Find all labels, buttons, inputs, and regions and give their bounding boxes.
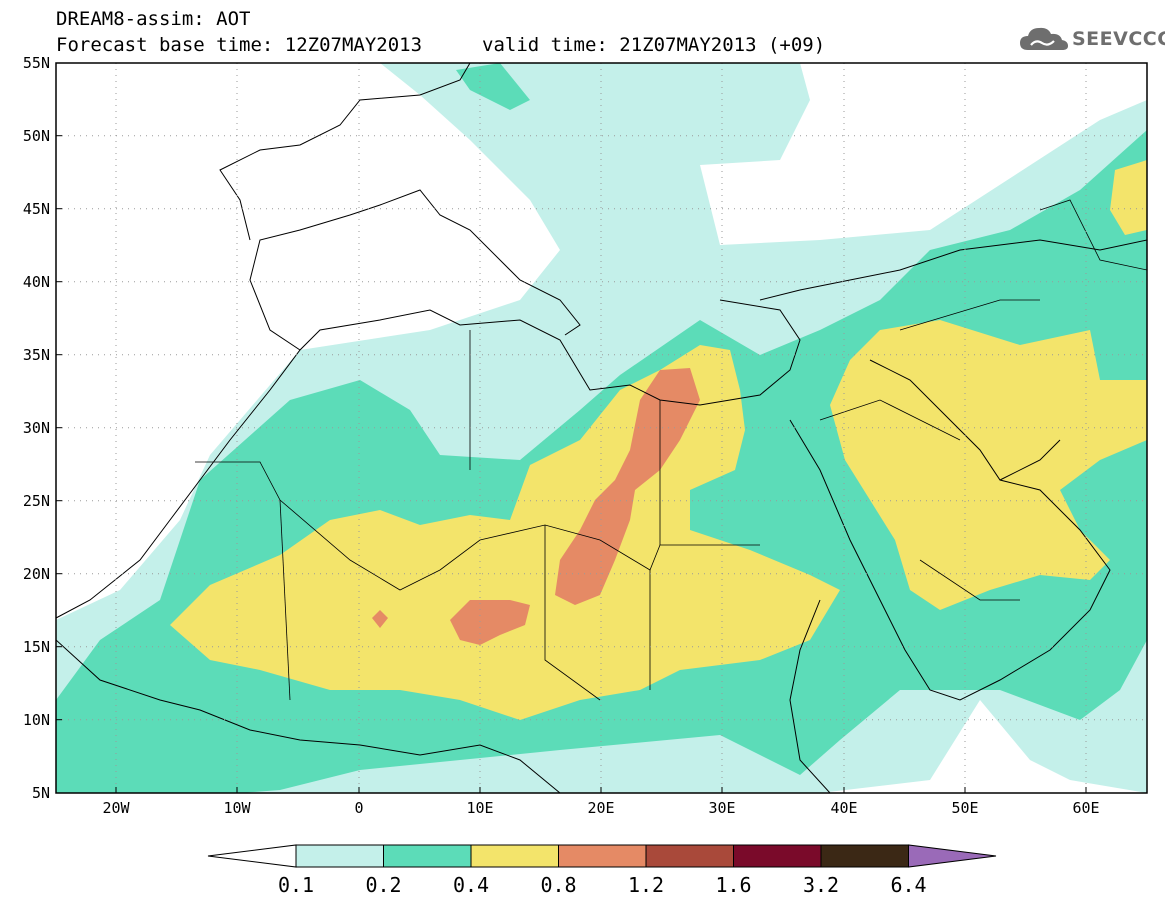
aot-band-0.8 [372,368,700,645]
title-line-3: valid time: 21Z07MAY2013 (+09) [482,34,826,56]
lat-label-10n: 10N [23,711,50,729]
colorbar-label-0.2: 0.2 [365,873,401,897]
colorbar-extend-low [207,844,297,868]
lon-label-60e: 60E [1072,799,1099,817]
colorbar-labels: 0.1 0.2 0.4 0.8 1.2 1.6 3.2 6.4 [278,873,927,897]
colorbar-label-0.4: 0.4 [453,873,489,897]
lon-label-30e: 30E [708,799,735,817]
lon-label-20e: 20E [587,799,614,817]
colorbar-label-0.8: 0.8 [540,873,576,897]
lat-label-50n: 50N [23,127,50,145]
coastlines [56,63,1147,793]
colorbar-segment-7 [820,844,909,868]
title-line-1: DREAM8-assim: AOT [56,8,251,30]
lat-label-20n: 20N [23,565,50,583]
colorbar-segment-4 [558,844,647,868]
colorbar-label-1.2: 1.2 [628,873,664,897]
lat-label-40n: 40N [23,273,50,291]
colorbar-label-6.4: 6.4 [890,873,926,897]
lat-label-55n: 55N [23,54,50,72]
colorbar-segment-6 [733,844,822,868]
colorbar-segment-2 [383,844,472,868]
aot-field [56,63,1147,793]
colorbar-segment-3 [470,844,559,868]
lon-label-10w: 10W [223,799,251,817]
lat-label-45n: 45N [23,200,50,218]
lon-labels: 20W 10W 0 10E 20E 30E 40E 50E 60E [102,799,1099,817]
lat-label-5n: 5N [32,784,50,802]
colorbar-extend-high [908,844,997,868]
cloud-icon [1020,27,1068,50]
tick-marks [56,62,1087,794]
lon-label-20w: 20W [102,799,130,817]
colorbar-segment-1 [295,844,384,868]
lat-label-35n: 35N [23,346,50,364]
logo-text: SEEVCCC [1072,28,1165,50]
colorbar-label-0.1: 0.1 [278,873,314,897]
lat-labels: 55N 50N 45N 40N 35N 30N 25N 20N 15N 10N … [23,54,50,802]
lon-label-40e: 40E [830,799,857,817]
colorbar-label-1.6: 1.6 [715,873,751,897]
borders [195,199,1147,701]
lat-label-25n: 25N [23,492,50,510]
lon-label-50e: 50E [951,799,978,817]
colorbar [207,844,997,868]
colorbar-label-3.2: 3.2 [803,873,839,897]
seevccc-logo: SEEVCCC [1018,24,1165,54]
colorbar-segment-5 [645,844,734,868]
title-line-2: Forecast base time: 12Z07MAY2013 [56,34,423,56]
lat-label-15n: 15N [23,638,50,656]
lon-label-0: 0 [354,799,363,817]
lat-label-30n: 30N [23,419,50,437]
lon-label-10e: 10E [466,799,493,817]
